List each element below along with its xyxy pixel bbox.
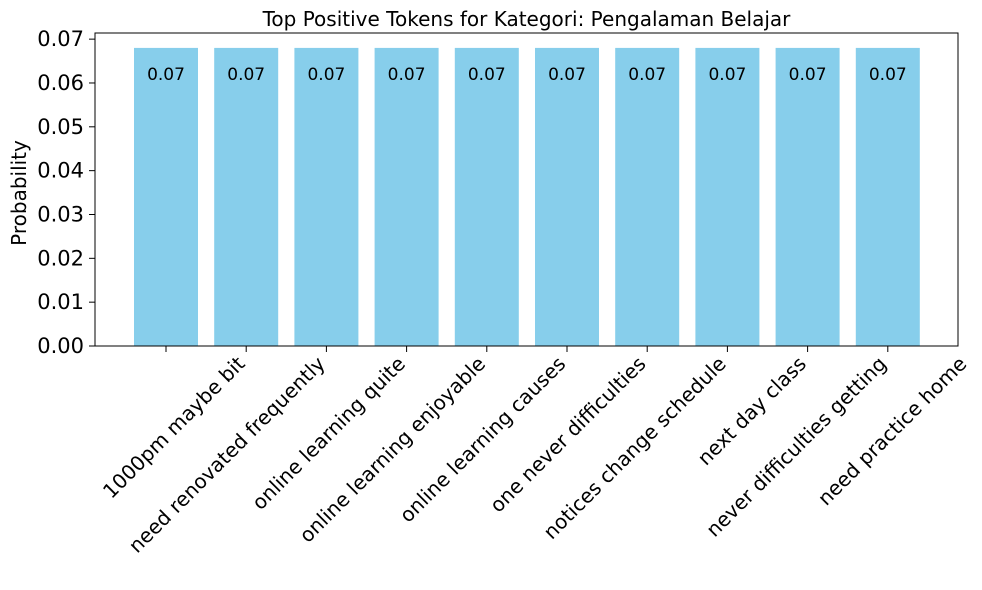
bars-group: 0.07 0.07 0.07 0.07 0.07 0.07 0.07 0.07 0.07 0.07 <box>134 47 920 347</box>
data-label: 0.07 <box>708 65 746 85</box>
x-tick-label: online learning causes <box>395 352 571 528</box>
y-tick-label: 0.05 <box>37 115 84 139</box>
bar <box>615 47 680 347</box>
data-label: 0.07 <box>628 65 666 85</box>
data-label: 0.07 <box>147 65 185 85</box>
y-axis: 0.00 0.01 0.02 0.03 0.04 0.05 0.06 0.07 <box>37 27 95 358</box>
y-tick-label: 0.00 <box>37 334 84 358</box>
bar <box>214 47 279 347</box>
bar <box>775 47 840 347</box>
chart-title: Top Positive Tokens for Kategori: Pengal… <box>262 7 792 31</box>
data-label: 0.07 <box>789 65 827 85</box>
data-label: 0.07 <box>468 65 506 85</box>
y-tick-label: 0.02 <box>37 246 84 270</box>
bar <box>374 47 439 347</box>
x-tick-label: need practice home <box>813 352 972 511</box>
y-tick-label: 0.07 <box>37 27 84 51</box>
y-tick-label: 0.04 <box>37 159 84 183</box>
data-label: 0.07 <box>388 65 426 85</box>
data-label: 0.07 <box>227 65 265 85</box>
data-label: 0.07 <box>548 65 586 85</box>
bar <box>535 47 599 347</box>
x-tick-label: online learning quite <box>247 352 410 515</box>
bar <box>454 47 519 347</box>
y-axis-label: Probability <box>7 140 31 246</box>
data-label: 0.07 <box>869 65 907 85</box>
plot-frame <box>94 32 959 347</box>
y-tick-label: 0.01 <box>37 290 84 314</box>
y-tick-label: 0.06 <box>37 71 84 95</box>
bar <box>294 47 359 347</box>
data-label: 0.07 <box>307 65 345 85</box>
x-tick-label: 1000pm maybe bit <box>98 351 250 503</box>
bar <box>855 47 920 347</box>
y-tick-label: 0.03 <box>37 202 84 226</box>
bar <box>695 47 760 347</box>
x-tick-label: one never difficulties <box>485 352 651 518</box>
bar <box>134 47 198 347</box>
